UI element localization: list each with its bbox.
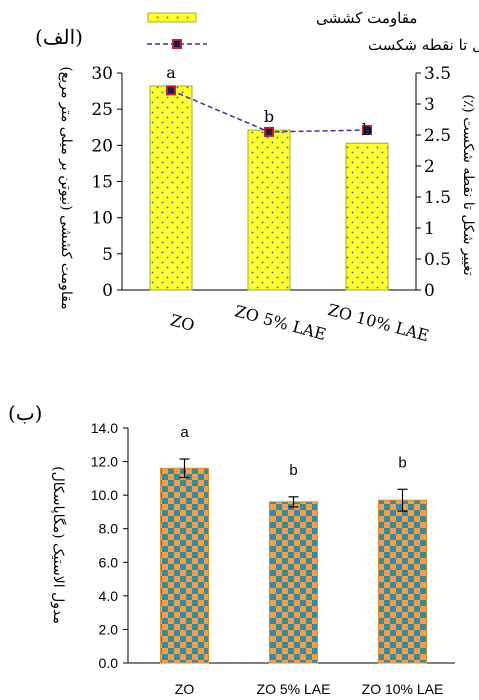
chart-a-y2-ticks: 0 0.5 1 1.5 2 2.5 3 3.5 [416,64,451,301]
chart-b-significance-letter: b [289,462,297,479]
chart-b-significance-letter: a [180,424,189,441]
chart-a-y-tick-label: 5 [102,245,113,265]
chart-b-y-tick-label: 4.0 [99,588,119,604]
chart-a-legend: مقاومت کششی تغییر شکل تا نقطه شکست [147,9,479,54]
chart-a-y2-tick-label: 0 [424,281,435,301]
chart-a-y2-tick-label: 1 [424,219,435,239]
chart-b-bar [269,501,318,664]
chart-a-y-tick-label: 30 [91,64,113,84]
chart-a-y2-tick-label: 1.5 [424,188,451,208]
chart-b-y-tick-label: 12.0 [91,454,118,470]
chart-b-y-tick-label: 6.0 [99,554,119,570]
chart-a-bar [345,142,389,291]
chart-b-x-label: ZO [175,681,195,697]
chart-a: (الف) مقاومت کششی تغییر شکل تا نقطه شکست… [35,9,479,345]
chart-a-y2-tick-label: 2 [424,157,435,177]
chart-b-x-label: ZO 5% LAE [257,681,331,697]
chart-a-y-tick-label: 20 [91,136,113,156]
chart-a-y-tick-label: 10 [91,209,113,229]
chart-a-y2-tick-label: 3.5 [424,64,451,84]
legend-bar-label: مقاومت کششی [316,9,417,27]
chart-a-bar [247,129,291,291]
chart-b-y-ticks: 0.0 2.0 4.0 6.0 8.0 10.0 12.0 14.0 [91,420,128,671]
chart-b-significance-letter: b [398,454,406,471]
chart-a-x-label: ZO [168,310,196,335]
chart-b-y-tick-label: 2.0 [99,621,119,637]
chart-a-x-label: ZO 10% LAE [326,300,431,345]
chart-b-bar [160,467,209,664]
chart-a-line-marker [166,85,176,96]
chart-a-x-label: ZO 5% LAE [233,301,328,344]
chart-b-bar [378,499,427,664]
chart-a-y-ticks: 0 5 10 15 20 25 30 [91,64,122,301]
chart-a-panel-label: (الف) [35,25,83,49]
chart-a-y2-tick-label: 3 [424,95,435,115]
chart-b-y-tick-label: 8.0 [99,521,119,537]
chart-a-bars [149,85,389,291]
chart-b-y-label: مدول الاستیک (مگاپاسکال) [50,466,67,624]
chart-a-y2-tick-label: 0.5 [424,250,451,270]
chart-a-y-tick-label: 15 [91,173,113,193]
chart-a-y-tick-label: 25 [91,100,113,120]
chart-b-x-labels: ZO ZO 5% LAE ZO 10% LAE [175,681,444,697]
chart-a-significance-letter: b [264,107,274,126]
chart-b-bars [160,467,427,664]
chart-a-y2-tick-label: 2.5 [424,126,451,146]
chart-a-y2-label: تغییر شکل تا نقطه شکست (٪) [460,94,476,276]
chart-a-y-tick-label: 0 [102,281,113,301]
chart-b-x-label: ZO 10% LAE [362,681,444,697]
chart-a-line-marker [264,126,274,137]
chart-a-bar [149,85,193,291]
chart-a-y-label: مقاومت کششی (نیوتن بر میلی متر مربع) [58,66,74,309]
legend-line-label: تغییر شکل تا نقطه شکست [368,36,479,54]
chart-a-line-series [166,85,372,137]
chart-a-line-marker [362,125,372,136]
chart-b: (ب) 0.02.04.06.08.010.012.014.0 ab b ZO ZO… [8,401,455,697]
legend-bar-swatch [147,12,197,23]
chart-a-significance-letters: a b b [166,63,372,139]
chart-a-significance-letter: b [362,120,372,139]
chart-b-y-tick-label: 14.0 [91,420,118,436]
legend-line-marker [172,39,182,49]
chart-b-panel-label: (ب) [8,401,42,425]
chart-a-significance-letter: a [166,63,176,82]
chart-b-significance-letters: a b b [180,424,406,479]
chart-b-y-tick-label: 10.0 [91,487,118,503]
chart-b-error-bars [179,458,408,512]
chart-b-y-tick-label: 0.0 [99,655,119,671]
